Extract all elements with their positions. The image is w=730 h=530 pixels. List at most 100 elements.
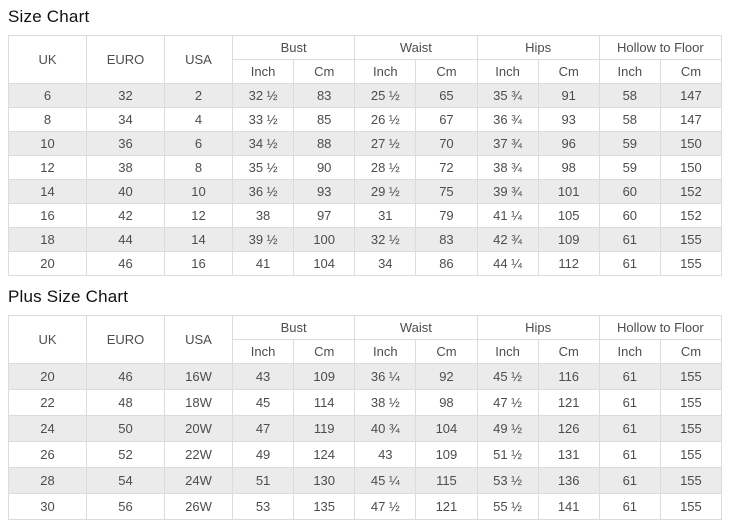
table-cell: 105 [537, 203, 600, 228]
table-cell: 8 [8, 107, 87, 132]
table-cell: 61 [598, 415, 661, 442]
table-row: 22 48 18W 45 114 38 ½ 98 47 ½ 121 61 155 [8, 389, 723, 416]
col-header-uk: UK [8, 315, 87, 364]
table-cell: 36 [86, 131, 165, 156]
table-cell: 6 [8, 83, 87, 108]
table-cell: 90 [293, 155, 356, 180]
table-row: 6 32 2 32 ½ 83 25 ½ 65 35 ¾ 91 58 147 [8, 83, 723, 108]
table-cell: 45 ¼ [354, 467, 417, 494]
unit-header-cm: Cm [659, 339, 723, 364]
table-cell: 121 [415, 493, 478, 520]
table-cell: 83 [293, 83, 356, 108]
table-cell: 36 ¼ [354, 363, 417, 390]
table-cell: 26 [8, 441, 87, 468]
table-cell: 58 [598, 107, 661, 132]
table-cell: 115 [415, 467, 478, 494]
table-cell: 31 [354, 203, 417, 228]
table-cell: 10 [164, 179, 233, 204]
table-cell: 20 [8, 251, 87, 276]
unit-header-inch: Inch [231, 339, 295, 364]
size-chart-table: UK EURO USA Bust Waist Hips Hollow to Floor Inc… [8, 35, 723, 276]
table-row: 20 46 16W 43 109 36 ¼ 92 45 ½ 116 61 155 [8, 363, 723, 390]
table-cell: 24W [164, 467, 233, 494]
table-cell: 98 [415, 389, 478, 416]
table-cell: 10 [8, 131, 87, 156]
table-cell: 100 [293, 227, 356, 252]
table-cell: 50 [86, 415, 165, 442]
table-cell: 72 [415, 155, 478, 180]
table-cell: 155 [659, 467, 723, 494]
table-cell: 61 [598, 363, 661, 390]
table-cell: 25 ½ [354, 83, 417, 108]
unit-header-cm: Cm [415, 59, 478, 84]
table-cell: 155 [659, 363, 723, 390]
table-cell: 61 [598, 493, 661, 520]
table-cell: 61 [598, 251, 661, 276]
table-cell: 93 [293, 179, 356, 204]
unit-header-cm: Cm [293, 59, 356, 84]
table-cell: 155 [659, 441, 723, 468]
table-cell: 47 [231, 415, 295, 442]
header-row-groups: UK EURO USA Bust Waist Hips Hollow to Floor [8, 35, 723, 84]
table-cell: 6 [164, 131, 233, 156]
table-cell: 18W [164, 389, 233, 416]
table-cell: 136 [537, 467, 600, 494]
table-cell: 42 [86, 203, 165, 228]
group-header-hollow-to-floor: Hollow to Floor [598, 315, 723, 340]
table-cell: 104 [415, 415, 478, 442]
col-header-uk: UK [8, 35, 87, 84]
table-cell: 2 [164, 83, 233, 108]
table-cell: 39 ¾ [476, 179, 539, 204]
table-cell: 155 [659, 493, 723, 520]
table-cell: 112 [537, 251, 600, 276]
table-cell: 32 ½ [354, 227, 417, 252]
table-cell: 61 [598, 389, 661, 416]
unit-header-inch: Inch [476, 339, 539, 364]
table-cell: 147 [659, 107, 723, 132]
table-cell: 109 [415, 441, 478, 468]
table-row: 8 34 4 33 ½ 85 26 ½ 67 36 ¾ 93 58 147 [8, 107, 723, 132]
table-cell: 16 [164, 251, 233, 276]
table-cell: 141 [537, 493, 600, 520]
table-cell: 147 [659, 83, 723, 108]
unit-header-cm: Cm [659, 59, 723, 84]
table-cell: 38 [86, 155, 165, 180]
col-header-usa: USA [164, 315, 233, 364]
table-cell: 97 [293, 203, 356, 228]
table-cell: 44 [86, 227, 165, 252]
table-cell: 38 ½ [354, 389, 417, 416]
table-cell: 49 ½ [476, 415, 539, 442]
table-cell: 96 [537, 131, 600, 156]
table-cell: 130 [293, 467, 356, 494]
table-cell: 45 ½ [476, 363, 539, 390]
table-cell: 35 ½ [231, 155, 295, 180]
table-cell: 48 [86, 389, 165, 416]
table-cell: 121 [537, 389, 600, 416]
table-row: 24 50 20W 47 119 40 ¾ 104 49 ½ 126 61 155 [8, 415, 723, 442]
table-cell: 98 [537, 155, 600, 180]
table-cell: 34 [86, 107, 165, 132]
table-cell: 60 [598, 203, 661, 228]
table-cell: 155 [659, 389, 723, 416]
table-cell: 55 ½ [476, 493, 539, 520]
table-cell: 92 [415, 363, 478, 390]
unit-header-cm: Cm [537, 59, 600, 84]
col-header-euro: EURO [86, 315, 165, 364]
plus-size-chart-title: Plus Size Chart [8, 287, 129, 306]
header-row-units: Inch Cm Inch Cm Inch Cm Inch Cm [9, 59, 723, 84]
table-cell: 53 ½ [476, 467, 539, 494]
table-cell: 52 [86, 441, 165, 468]
table-cell: 61 [598, 227, 661, 252]
table-cell: 16W [164, 363, 233, 390]
table-cell: 131 [537, 441, 600, 468]
col-header-usa: USA [164, 35, 233, 84]
table-cell: 29 ½ [354, 179, 417, 204]
table-cell: 22W [164, 441, 233, 468]
table-cell: 43 [354, 441, 417, 468]
table-cell: 47 ½ [476, 389, 539, 416]
table-cell: 32 ½ [231, 83, 295, 108]
unit-header-inch: Inch [598, 339, 661, 364]
table-cell: 119 [293, 415, 356, 442]
unit-header-inch: Inch [354, 339, 417, 364]
table-row: 30 56 26W 53 135 47 ½ 121 55 ½ 141 61 155 [8, 493, 723, 520]
